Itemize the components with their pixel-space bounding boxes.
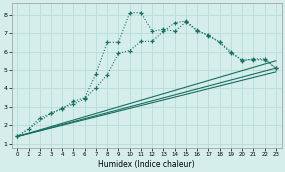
X-axis label: Humidex (Indice chaleur): Humidex (Indice chaleur) (98, 159, 195, 169)
